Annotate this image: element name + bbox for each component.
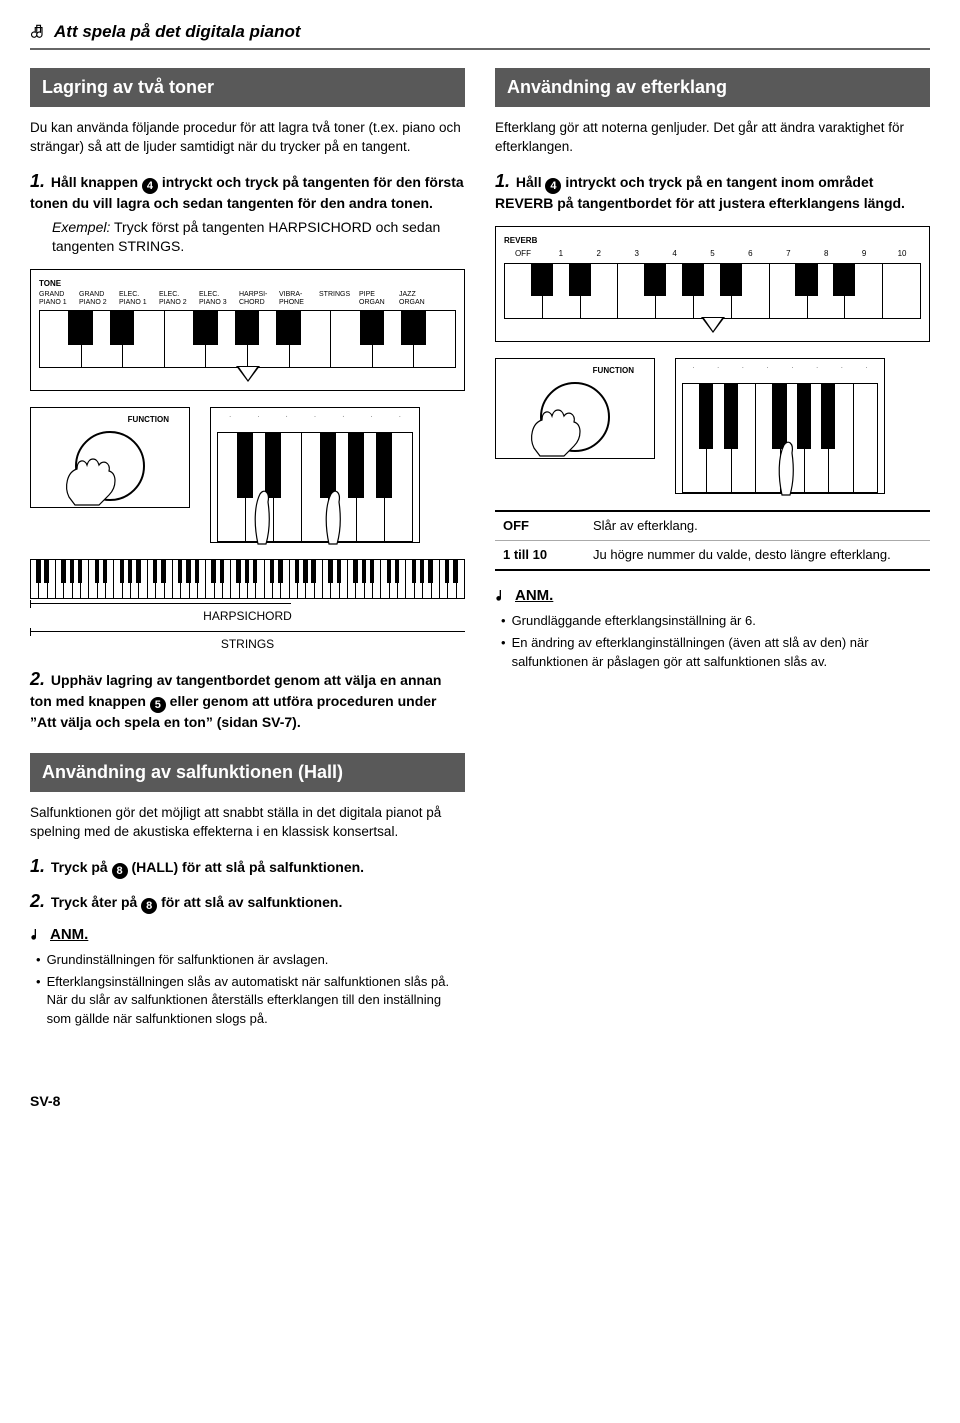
step-number: 2. bbox=[30, 891, 45, 911]
anm-heading-right: ANM. bbox=[495, 585, 930, 606]
section-salfunktion-title: Användning av salfunktionen (Hall) bbox=[30, 753, 465, 792]
function-button-fig: FUNCTION bbox=[30, 407, 190, 508]
sal-step-2: 2. Tryck åter på 8 för att slå av salfun… bbox=[30, 889, 465, 914]
right-column: Användning av efterklang Efterklang gör … bbox=[495, 68, 930, 1032]
step1-pre: Håll knappen bbox=[51, 174, 142, 190]
anm-bullet: •Grundläggande efterklangsinställning är… bbox=[501, 612, 930, 630]
step-number: 1. bbox=[495, 171, 510, 191]
range-strings: STRINGS bbox=[30, 636, 465, 653]
reverb-table: OFF Slår av efterklang. 1 till 10 Ju hög… bbox=[495, 510, 930, 571]
step-number: 1. bbox=[30, 171, 45, 191]
function-press-figure-left: FUNCTION ······· bbox=[30, 407, 465, 543]
hand-icon bbox=[524, 398, 594, 458]
exempel-label: Exempel: bbox=[52, 219, 110, 235]
pointer-triangle bbox=[236, 366, 260, 382]
table-row: OFF Slår av efterklang. bbox=[495, 511, 930, 541]
anm-bullet: •En ändring av efterklanginställningen (… bbox=[501, 634, 930, 670]
hand-icon bbox=[59, 447, 129, 507]
finger-icon bbox=[323, 486, 343, 546]
finger-icon bbox=[776, 437, 796, 497]
reverb-keyboard-box: REVERB OFF 1 2 3 4 5 6 7 8 9 10 bbox=[495, 226, 930, 342]
anm-bullet: •Grundinställningen för salfunktionen är… bbox=[36, 951, 465, 969]
button-ref-4: 4 bbox=[545, 178, 561, 194]
function-button-fig: FUNCTION bbox=[495, 358, 655, 459]
finger-icon bbox=[252, 486, 272, 546]
salfunktion-intro: Salfunktionen gör det möjligt att snabbt… bbox=[30, 804, 465, 842]
left-column: Lagring av två toner Du kan använda följ… bbox=[30, 68, 465, 1032]
music-note-icon bbox=[30, 23, 48, 41]
full-keyboard-fig: HARPSICHORD STRINGS bbox=[30, 559, 465, 653]
page-number: SV-8 bbox=[30, 1092, 930, 1112]
anm-heading-left: ANM. bbox=[30, 924, 465, 945]
exempel-text: Tryck först på tangenten HARPSICHORD och… bbox=[52, 219, 440, 255]
function-press-figure-right: FUNCTION ········ bbox=[495, 358, 930, 494]
section-lagring-title: Lagring av två toner bbox=[30, 68, 465, 107]
reverb-header: REVERB bbox=[504, 235, 921, 246]
step-number: 2. bbox=[30, 669, 45, 689]
efterklang-step-1: 1. Håll 4 intryckt och tryck på en tange… bbox=[495, 169, 930, 214]
tone-header: TONE bbox=[39, 278, 456, 289]
note-icon bbox=[495, 588, 511, 604]
button-ref-5: 5 bbox=[150, 697, 166, 713]
button-ref-8: 8 bbox=[112, 863, 128, 879]
lagring-step-1: 1. Håll knappen 4 intryckt och tryck på … bbox=[30, 169, 465, 257]
lagring-step-2: 2. Upphäv lagring av tangentbordet genom… bbox=[30, 667, 465, 733]
tone-keys bbox=[39, 310, 456, 368]
anm-bullet: •Efterklangsinställningen slås av automa… bbox=[36, 973, 465, 1028]
press-keyboard-fig: ········ bbox=[675, 358, 885, 494]
lagring-intro: Du kan använda följande procedur för att… bbox=[30, 119, 465, 157]
reverb-keys bbox=[504, 263, 921, 319]
page-title: Att spela på det digitala pianot bbox=[54, 20, 301, 44]
note-icon bbox=[30, 927, 46, 943]
sal-step-1: 1. Tryck på 8 (HALL) för att slå på salf… bbox=[30, 854, 465, 879]
page-header: Att spela på det digitala pianot bbox=[30, 20, 930, 50]
efterklang-intro: Efterklang gör att noterna genljuder. De… bbox=[495, 119, 930, 157]
table-row: 1 till 10 Ju högre nummer du valde, dest… bbox=[495, 541, 930, 571]
pointer-triangle bbox=[701, 317, 725, 333]
press-keyboard-fig: ······· bbox=[210, 407, 420, 543]
button-ref-4: 4 bbox=[142, 178, 158, 194]
step-number: 1. bbox=[30, 856, 45, 876]
section-efterklang-title: Användning av efterklang bbox=[495, 68, 930, 107]
reverb-labels: OFF 1 2 3 4 5 6 7 8 9 10 bbox=[504, 248, 921, 259]
tone-labels: GRAND PIANO 1 GRAND PIANO 2 ELEC. PIANO … bbox=[39, 291, 456, 306]
button-ref-8: 8 bbox=[141, 898, 157, 914]
tone-keyboard-box: TONE GRAND PIANO 1 GRAND PIANO 2 ELEC. P… bbox=[30, 269, 465, 392]
range-harpsichord: HARPSICHORD bbox=[30, 608, 465, 625]
